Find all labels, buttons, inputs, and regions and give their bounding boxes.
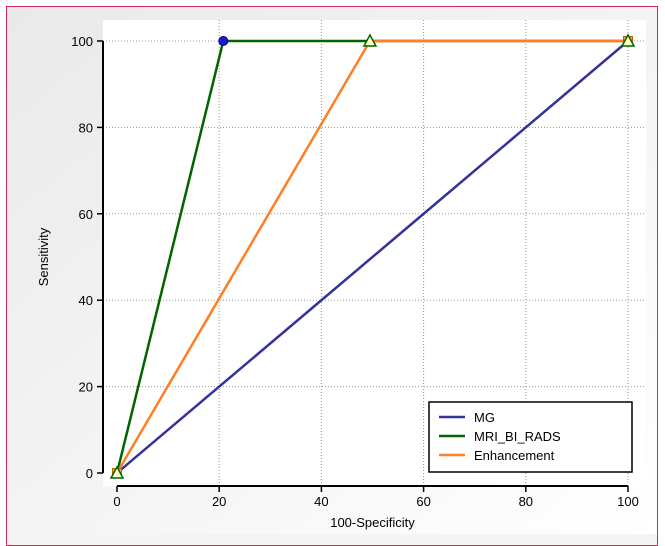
- y-tick-label: 0: [86, 466, 93, 481]
- y-tick-label: 100: [71, 34, 93, 49]
- grid-lines: [103, 20, 646, 486]
- roc-chart: 0 20 40 60 80 100 0 20 40 60 80 100 100-Specificity…: [7, 7, 657, 534]
- y-axis-title: Sensitivity: [36, 227, 51, 286]
- x-tick-label: 20: [212, 494, 226, 509]
- x-tick-label: 60: [416, 494, 430, 509]
- axes: 0 20 40 60 80 100 0 20 40 60 80 100: [71, 34, 639, 509]
- x-tick-label: 80: [519, 494, 533, 509]
- legend-label: Enhancement: [474, 448, 555, 463]
- data-point-triangle: [362, 33, 378, 47]
- legend-label: MG: [474, 410, 495, 425]
- data-markers: [109, 33, 636, 479]
- x-tick-label: 100: [617, 494, 639, 509]
- y-tick-label: 20: [79, 380, 93, 395]
- y-tick-label: 60: [79, 207, 93, 222]
- x-axis-title: 100-Specificity: [330, 515, 415, 530]
- data-point-triangle: [620, 33, 636, 47]
- data-point-triangle: [109, 465, 125, 479]
- legend-label: MRI_BI_RADS: [474, 429, 561, 444]
- y-tick-label: 80: [79, 120, 93, 135]
- x-tick-label: 0: [113, 494, 120, 509]
- data-point-circle: [218, 36, 229, 46]
- x-tick-label: 40: [314, 494, 328, 509]
- y-tick-label: 40: [79, 293, 93, 308]
- legend: MG MRI_BI_RADS Enhancement: [428, 401, 633, 473]
- series-line-mg: [116, 40, 629, 474]
